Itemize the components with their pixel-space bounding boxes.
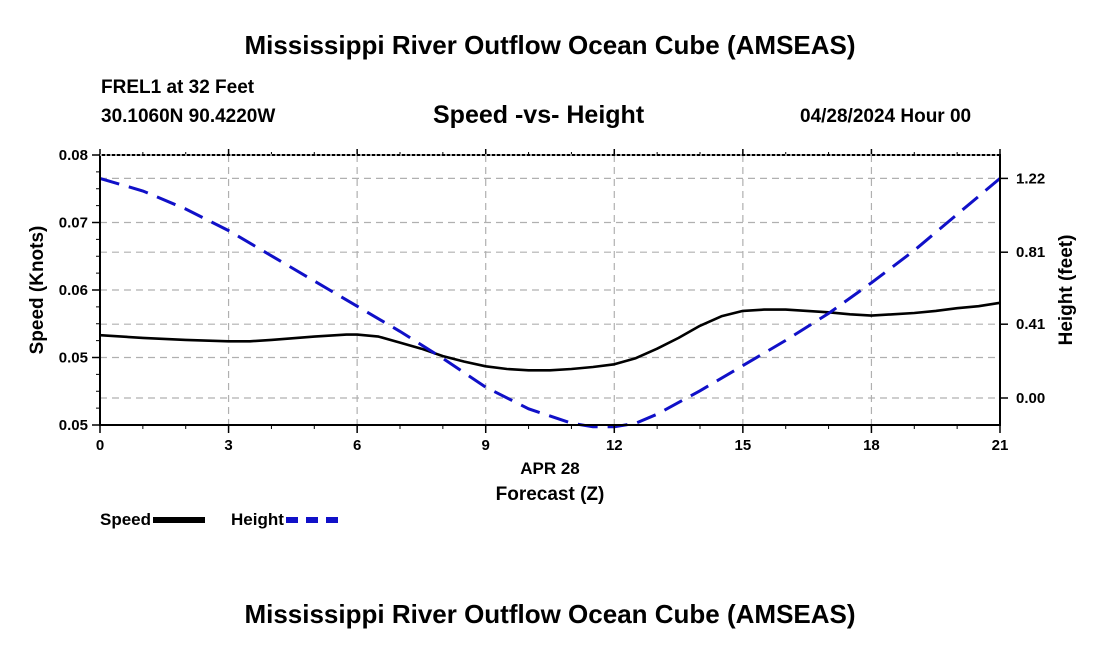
legend-speed: Speed bbox=[100, 510, 206, 530]
y-tick-label: 0.07 bbox=[59, 215, 88, 232]
height-line bbox=[99, 176, 1001, 429]
axes: 0 3 6 9 12 15 18 21 0.05 0.05 0.06 0.07 0.08 0.00 0.41… bbox=[27, 147, 1077, 505]
x-tick-label: 15 bbox=[735, 437, 752, 454]
footer-title: Mississippi River Outflow Ocean Cube (AM… bbox=[244, 599, 856, 629]
x-tick-label: 6 bbox=[353, 437, 361, 454]
x-tick-label: 9 bbox=[482, 437, 490, 454]
grid bbox=[100, 155, 1000, 425]
speed-line bbox=[99, 301, 1001, 372]
y-tick-label: 0.06 bbox=[59, 282, 88, 299]
y2-axis-title: Height (feet) bbox=[1056, 235, 1077, 346]
main-title: Mississippi River Outflow Ocean Cube (AM… bbox=[244, 30, 856, 60]
x-tick-label: 21 bbox=[992, 437, 1009, 454]
y2-tick-label: 0.00 bbox=[1016, 390, 1045, 407]
station-coordinates: 30.1060N 90.4220W bbox=[101, 106, 276, 127]
x-axis-date-label: APR 28 bbox=[520, 459, 580, 478]
station-name: FREL1 at 32 Feet bbox=[101, 77, 255, 98]
x-tick-label: 12 bbox=[606, 437, 623, 454]
forecast-date: 04/28/2024 Hour 00 bbox=[800, 106, 972, 127]
y2-tick-label: 1.22 bbox=[1016, 170, 1045, 187]
y-tick-label: 0.08 bbox=[59, 147, 88, 164]
x-tick-label: 3 bbox=[224, 437, 232, 454]
y-tick-label: 0.05 bbox=[59, 417, 88, 434]
y2-tick-label: 0.81 bbox=[1016, 244, 1045, 261]
x-tick-label: 18 bbox=[863, 437, 880, 454]
legend-height: Height bbox=[231, 510, 338, 530]
legend-height-swatch bbox=[285, 517, 338, 523]
y-axis-title: Speed (Knots) bbox=[27, 226, 48, 355]
x-tick-label: 0 bbox=[96, 437, 104, 454]
legend-speed-swatch bbox=[153, 517, 206, 523]
y-tick-label: 0.05 bbox=[59, 350, 88, 367]
legend-height-label: Height bbox=[231, 510, 284, 529]
legend-speed-label: Speed bbox=[100, 510, 152, 529]
series-layer bbox=[99, 176, 1001, 429]
x-axis-title: Forecast (Z) bbox=[496, 484, 605, 505]
y2-tick-label: 0.41 bbox=[1016, 316, 1045, 333]
chart-title: Speed -vs- Height bbox=[433, 101, 645, 129]
